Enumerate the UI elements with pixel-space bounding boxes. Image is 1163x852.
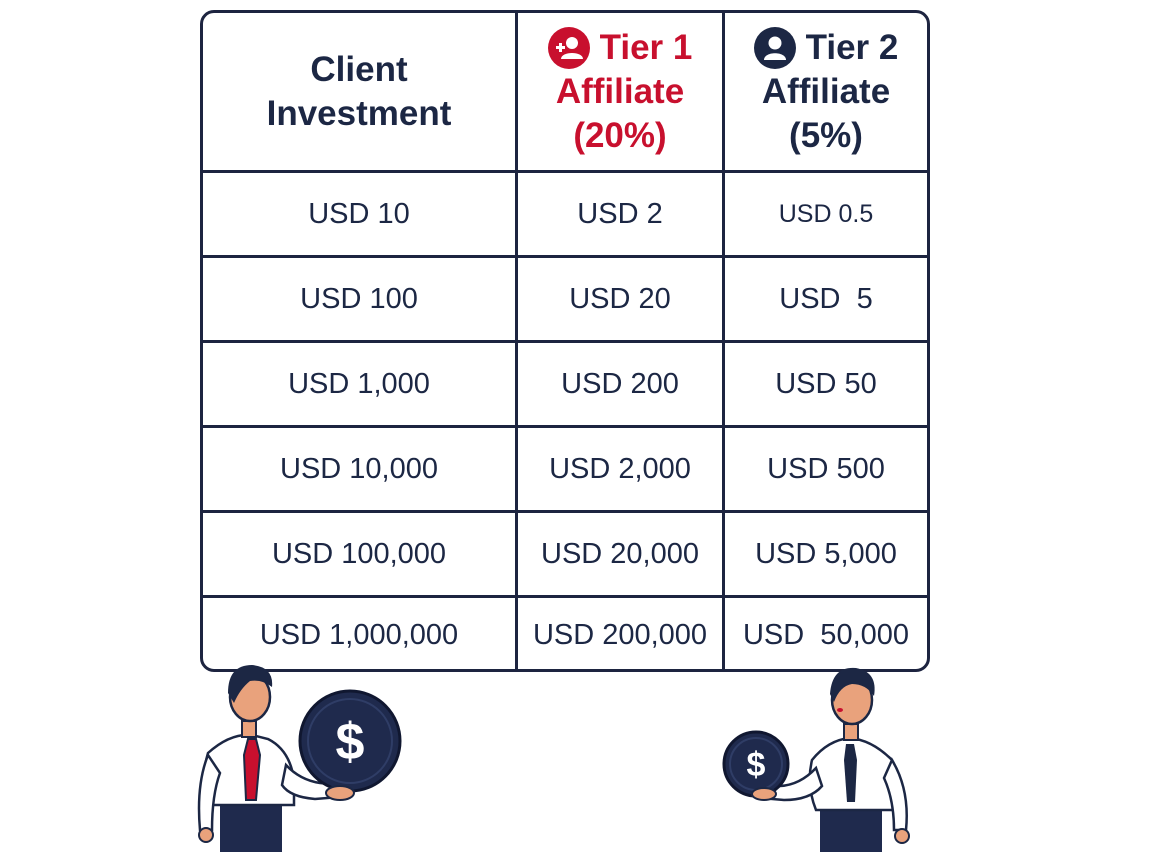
tier1-commission-cell: USD 200 xyxy=(515,343,722,425)
tier1-title: Tier 1 xyxy=(599,27,693,67)
header-client-line1: Client xyxy=(310,49,408,89)
table-row: USD 100,000 USD 20,000 USD 5,000 xyxy=(203,510,927,595)
header-tier2: Tier 2 Affiliate (5%) xyxy=(722,13,927,170)
businessman-left-illustration: $ xyxy=(197,665,402,852)
table-row: USD 100 USD 20 USD 5 xyxy=(203,255,927,340)
tier1-commission-cell: USD 200,000 xyxy=(515,598,722,669)
tier1-title-line: Tier 1 xyxy=(547,26,693,70)
table-row: USD 10,000 USD 2,000 USD 500 xyxy=(203,425,927,510)
tier2-commission-cell: USD 500 xyxy=(722,428,927,510)
tier2-title-line: Tier 2 xyxy=(753,26,899,70)
header-client-line2: Investment xyxy=(266,93,452,133)
add-user-icon xyxy=(547,26,590,69)
user-icon xyxy=(753,26,796,69)
tier1-line2: Affiliate xyxy=(555,71,685,111)
table-row: USD 10 USD 2 USD 0.5 xyxy=(203,170,927,255)
tier1-commission-cell: USD 2 xyxy=(515,173,722,255)
tier2-commission-cell: USD 5,000 xyxy=(722,513,927,595)
tier2-commission-cell: USD 50,000 xyxy=(722,598,927,669)
tier2-commission-cell: USD 50 xyxy=(722,343,927,425)
commission-table: Client Investment Tier 1 Affiliate (20%) xyxy=(200,10,930,672)
tier1-commission-cell: USD 20 xyxy=(515,258,722,340)
header-tier1: Tier 1 Affiliate (20%) xyxy=(515,13,722,170)
client-investment-cell: USD 10,000 xyxy=(280,452,438,485)
table-header-row: Client Investment Tier 1 Affiliate (20%) xyxy=(203,13,927,170)
dollar-coin-icon: $ xyxy=(747,746,766,784)
tier2-line3: (5%) xyxy=(789,115,863,155)
client-investment-cell: USD 1,000,000 xyxy=(259,618,459,651)
tier2-line2: Affiliate xyxy=(761,71,891,111)
table-row: USD 1,000,000 USD 200,000 USD 50,000 xyxy=(203,595,927,669)
tier2-commission-cell: USD 5 xyxy=(722,258,927,340)
dollar-coin-icon: $ xyxy=(336,713,365,771)
businessman-right-illustration: $ xyxy=(722,667,910,852)
header-client-investment: Client Investment xyxy=(203,13,515,170)
table-row: USD 1,000 USD 200 USD 50 xyxy=(203,340,927,425)
tier1-line3: (20%) xyxy=(573,115,667,155)
client-investment-cell: USD 10 xyxy=(308,197,410,230)
client-investment-cell: USD 100,000 xyxy=(271,537,447,570)
tier1-commission-cell: USD 20,000 xyxy=(515,513,722,595)
client-investment-cell: USD 1,000 xyxy=(288,367,430,400)
tier2-commission-cell: USD 0.5 xyxy=(722,173,927,255)
tier1-commission-cell: USD 2,000 xyxy=(515,428,722,510)
tier2-title: Tier 2 xyxy=(805,27,899,67)
client-investment-cell: USD 100 xyxy=(300,282,418,315)
